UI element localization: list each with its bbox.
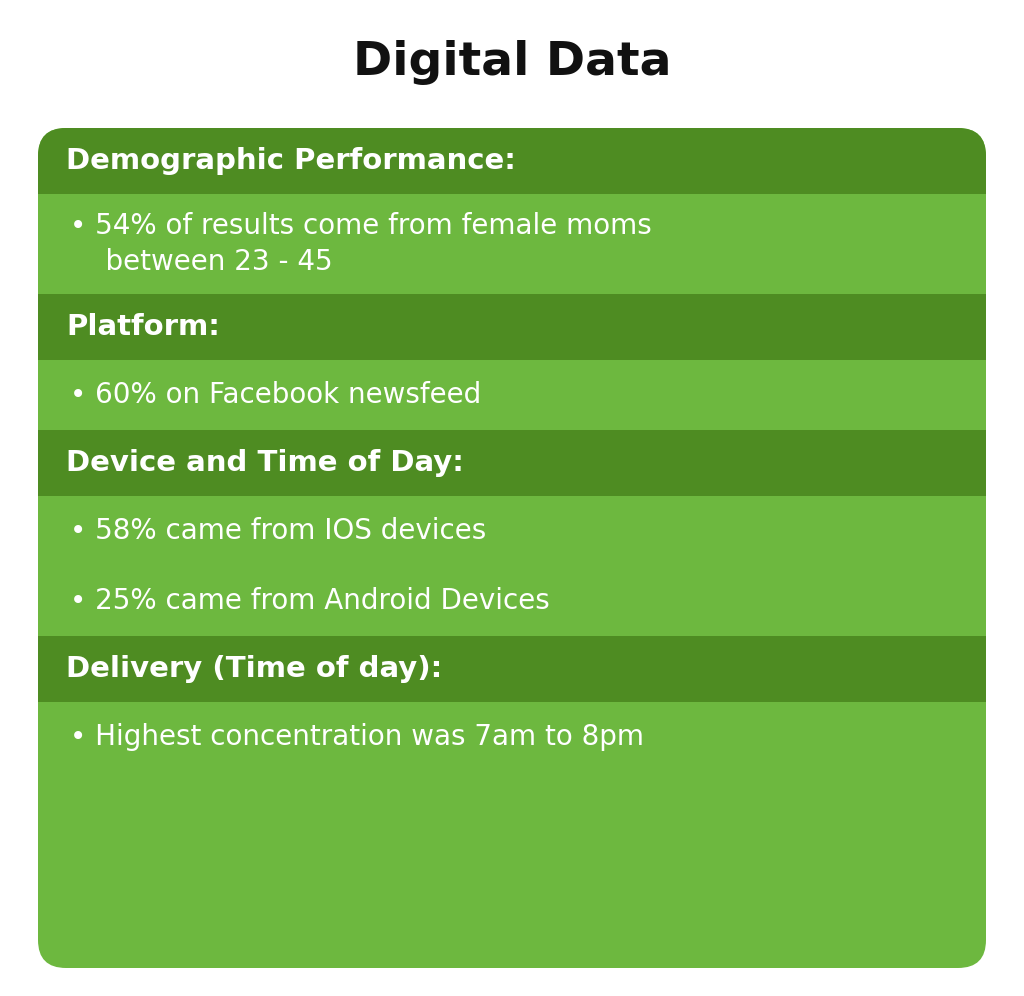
Text: Delivery (Time of day):: Delivery (Time of day): bbox=[66, 655, 442, 683]
Text: Digital Data: Digital Data bbox=[352, 40, 672, 85]
Bar bbox=[38, 702, 986, 772]
Text: • 58% came from IOS devices: • 58% came from IOS devices bbox=[70, 517, 486, 545]
Bar bbox=[38, 566, 986, 636]
Bar bbox=[38, 294, 986, 360]
Text: • Highest concentration was 7am to 8pm: • Highest concentration was 7am to 8pm bbox=[70, 723, 644, 751]
FancyBboxPatch shape bbox=[38, 128, 986, 968]
Text: • 25% came from Android Devices: • 25% came from Android Devices bbox=[70, 587, 550, 615]
Text: • 60% on Facebook newsfeed: • 60% on Facebook newsfeed bbox=[70, 381, 481, 409]
Text: Device and Time of Day:: Device and Time of Day: bbox=[66, 449, 464, 477]
Bar bbox=[38, 128, 986, 194]
Text: Platform:: Platform: bbox=[66, 313, 220, 341]
Bar bbox=[38, 360, 986, 430]
Bar bbox=[38, 496, 986, 566]
Text: Demographic Performance:: Demographic Performance: bbox=[66, 147, 516, 175]
Bar bbox=[38, 430, 986, 496]
Bar bbox=[38, 636, 986, 702]
Bar bbox=[38, 194, 986, 294]
Text: • 54% of results come from female moms
    between 23 - 45: • 54% of results come from female moms b… bbox=[70, 212, 651, 276]
